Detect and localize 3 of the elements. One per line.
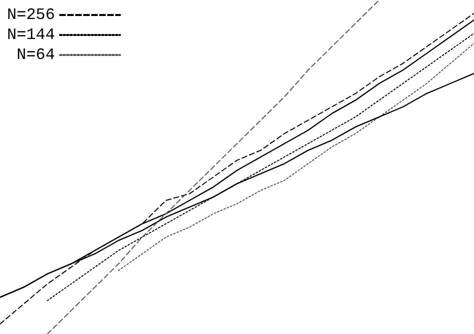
legend-label: N=64 [16, 46, 56, 64]
legend-label: N=256 [6, 6, 56, 24]
legend-label: N=144 [6, 26, 56, 44]
